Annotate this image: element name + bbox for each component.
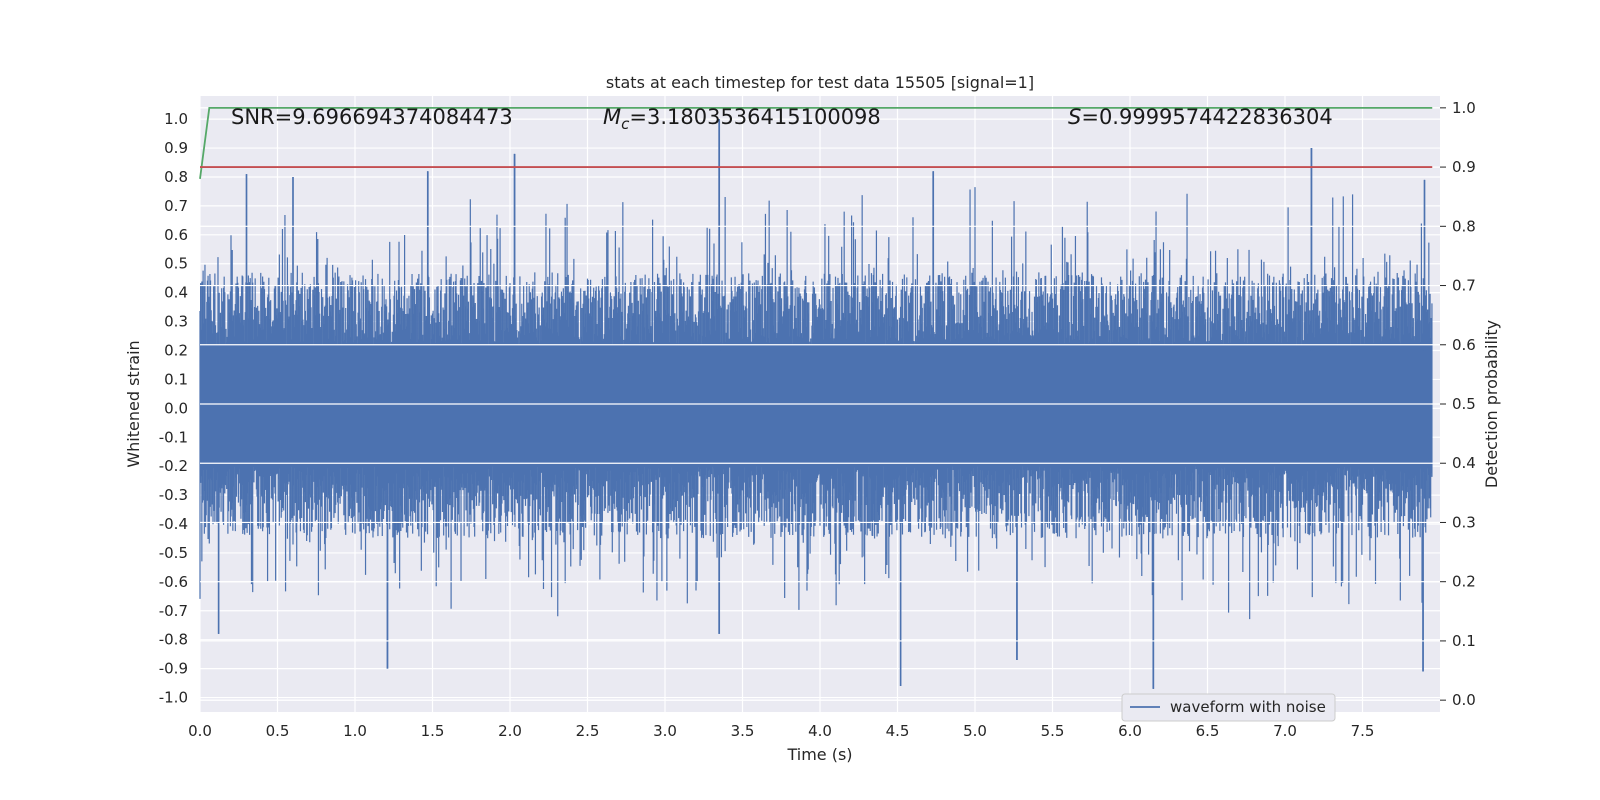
y-tick-label: -1.0 [159,689,188,707]
y2-tick-label: 0.5 [1452,395,1476,413]
x-tick-label: 2.0 [498,722,522,740]
x-tick-label: 7.5 [1351,722,1375,740]
y-tick-label: 0.1 [164,370,188,388]
y-tick-label: -0.2 [159,457,188,475]
y-tick-label: -0.8 [159,631,188,649]
y2-tick-label: 0.8 [1452,217,1476,235]
y-tick-label: -0.7 [159,602,188,620]
legend: waveform with noise [1121,693,1336,722]
x-tick-label: 1.5 [421,722,445,740]
y-tick-label: 0.3 [164,313,188,331]
y-tick-label: -0.5 [159,544,188,562]
chirp-mass-annotation: Mc=3.1803536415100098 [603,105,881,133]
y2-tick-label: 1.0 [1452,99,1476,117]
y-tick-label: 1.0 [164,110,188,128]
y-tick-label: -0.3 [159,486,188,504]
x-tick-label: 3.0 [653,722,677,740]
y-axis-title: Whitened strain [124,340,143,467]
x-tick-label: 0.5 [266,722,290,740]
y-tick-label: -0.4 [159,515,188,533]
y2-tick-label: 0.3 [1452,513,1476,531]
snr-annotation: SNR=9.696694374084473 [231,105,513,129]
y-tick-label: 0.6 [164,226,188,244]
waveform-core-band [200,350,1433,467]
y2-axis-title: Detection probability [1482,320,1501,488]
y-tick-label: 0.9 [164,139,188,157]
y-tick-label: 0.0 [164,399,188,417]
x-tick-label: 6.5 [1196,722,1220,740]
x-axis-title: Time (s) [786,745,852,764]
x-tick-label: 4.0 [808,722,832,740]
x-tick-label: 0.0 [188,722,212,740]
x-tick-label: 4.5 [886,722,910,740]
y2-tick-label: 0.7 [1452,277,1476,295]
x-tick-label: 6.0 [1118,722,1142,740]
detection-probability-line [199,106,1433,180]
y-tick-label: -0.6 [159,573,188,591]
mc-value: =3.1803536415100098 [629,105,880,129]
y-tick-label: 0.8 [164,168,188,186]
y2-tick-label: 0.2 [1452,573,1476,591]
s-symbol: S [1068,105,1081,129]
x-tick-label: 2.5 [576,722,600,740]
x-tick-label: 7.0 [1273,722,1297,740]
y-tick-label: 0.7 [164,197,188,215]
axis-ticks: 0.0 0.5 1.0 1.5 2.0 2.5 3.0 3.5 4.0 4.5 5.0 5.5 6.0 6… [159,99,1476,740]
y-tick-label: -0.9 [159,660,188,678]
y-tick-label: -0.1 [159,428,188,446]
s-value: =0.9999574422836304 [1081,105,1332,129]
x-tick-label: 5.5 [1041,722,1065,740]
y2-tick-label: 0.4 [1452,454,1476,472]
mc-subscript: c [621,115,630,133]
y-tick-label: 0.2 [164,341,188,359]
chart-title: stats at each timestep for test data 155… [606,73,1034,92]
y-tick-label: 0.5 [164,255,188,273]
waveform-with-noise-series [199,107,1440,701]
y-tick-label: 0.4 [164,284,188,302]
y2-tick-label: 0.0 [1452,691,1476,709]
x-tick-label: 1.0 [343,722,367,740]
y2-tick-label: 0.6 [1452,336,1476,354]
mc-symbol: M [603,105,621,129]
legend-entry: waveform with noise [1170,698,1326,716]
probability-lines [199,106,1433,180]
legend-box [1121,693,1336,722]
x-tick-label: 5.0 [963,722,987,740]
y2-tick-label: 0.1 [1452,632,1476,650]
y2-tick-label: 0.9 [1452,158,1476,176]
x-tick-label: 3.5 [731,722,755,740]
detection-stat-annotation: S=0.9999574422836304 [1068,105,1333,129]
